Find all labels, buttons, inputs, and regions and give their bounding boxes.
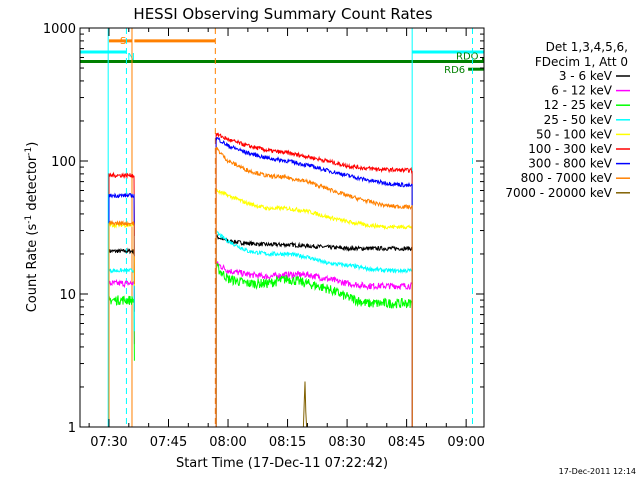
y-tick-label: 1 — [68, 421, 76, 436]
x-tick-label: 07:45 — [150, 435, 187, 450]
x-axis: 07:30 07:45 08:00 08:15 08:30 08:45 09:00 — [88, 28, 485, 450]
series-line-7-0 — [108, 219, 135, 427]
state-label-n: N — [127, 52, 134, 63]
plot-frame — [79, 27, 485, 428]
series-line-4-0 — [108, 221, 135, 427]
y-tick-label: 100 — [51, 155, 76, 170]
state-label-rdo: RDO — [456, 51, 479, 62]
legend-entry-label: 300 - 800 keV — [528, 157, 612, 171]
series-line-4-1 — [215, 188, 413, 428]
x-tick-label: 07:30 — [90, 435, 127, 450]
series-line-0-1 — [215, 233, 413, 428]
legend-entry-label: 25 - 50 keV — [544, 113, 613, 127]
x-axis-label: Start Time (17-Dec-11 07:22:42) — [176, 456, 388, 471]
series-line-3-0 — [108, 267, 135, 427]
timestamp: 17-Dec-2011 12:14 — [559, 467, 636, 476]
x-tick-label: 09:00 — [447, 435, 484, 450]
legend: Det 1,3,4,5,6,FDecim 1, Att 03 - 6 keV6 … — [505, 40, 630, 200]
legend-entry-label: 3 - 6 keV — [559, 69, 613, 83]
state-label-s: S — [120, 36, 126, 47]
y-tick-label: 10 — [59, 288, 76, 303]
legend-entry-label: 800 - 7000 keV — [521, 171, 613, 185]
legend-header-2: FDecim 1, Att 0 — [535, 55, 628, 69]
series-line-5-0 — [108, 171, 135, 427]
series-line-3-1 — [215, 229, 413, 428]
series-line-1-1 — [215, 261, 413, 428]
x-tick-label: 08:30 — [328, 435, 365, 450]
legend-entry-label: 12 - 25 keV — [544, 98, 613, 112]
legend-entry-label: 100 - 300 keV — [528, 142, 612, 156]
y-tick-label: 1000 — [43, 22, 76, 37]
y-axis-label: Count Rate (s-1 detector-1) — [24, 142, 40, 313]
y-axis: 1 10 100 1000 — [43, 22, 484, 436]
series-line-5-1 — [215, 132, 413, 428]
legend-entry-label: 7000 - 20000 keV — [505, 186, 612, 200]
x-tick-label: 08:00 — [209, 435, 246, 450]
plot-area: SN RD6 RDO — [80, 28, 484, 428]
series-line-1-0 — [108, 278, 135, 427]
legend-entry-label: 6 - 12 keV — [551, 84, 613, 98]
series-line-6-1 — [215, 136, 413, 428]
series-line-6-0 — [108, 192, 135, 427]
series-line-7-1 — [215, 146, 413, 428]
legend-header-1: Det 1,3,4,5,6, — [546, 40, 628, 54]
x-tick-label: 08:45 — [388, 435, 425, 450]
chart-title: HESSI Observing Summary Count Rates — [133, 5, 432, 23]
series-line-2-1 — [215, 263, 413, 428]
x-tick-label: 08:15 — [269, 435, 306, 450]
series-line-8-0 — [302, 381, 308, 428]
series-line-2-0 — [108, 288, 135, 427]
state-label-rd6: RD6 — [444, 65, 465, 76]
series-line-0-0 — [108, 247, 135, 427]
legend-entry-label: 50 - 100 keV — [536, 127, 613, 141]
